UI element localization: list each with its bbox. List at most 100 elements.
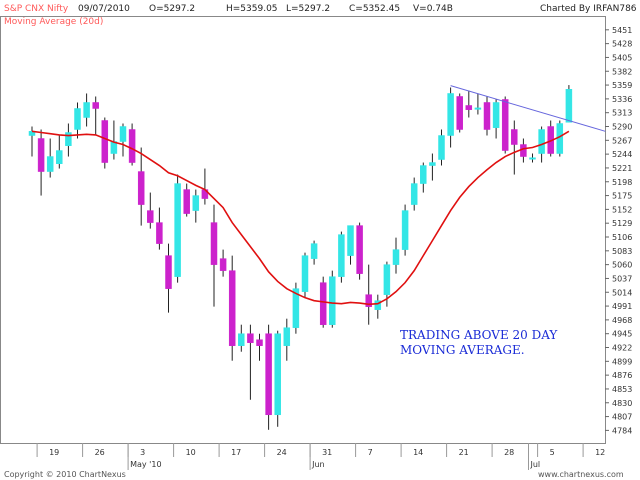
candle-up: [28, 131, 36, 136]
y-tick-label: 5451: [612, 26, 632, 35]
y-tick-label: 5106: [612, 233, 632, 242]
y-tick-label: 4853: [612, 385, 632, 394]
copyright-text: Copyright © 2010 ChartNexus: [4, 470, 126, 479]
candle-up: [274, 333, 281, 416]
x-axis: 19 26 3 10 17 24 31 7 14 21 28 5 12 May '10 Jun Jul: [36, 443, 605, 470]
y-tick-label: 5359: [612, 81, 632, 90]
ma-legend-label: Moving Average (20d): [4, 17, 103, 27]
moving-average: [31, 130, 570, 306]
y-tick-label: 4830: [612, 399, 632, 408]
x-tick-label: 7: [368, 448, 373, 457]
month-label: May '10: [130, 460, 161, 469]
x-tick-label: 5: [550, 448, 555, 457]
candle-down: [520, 144, 527, 157]
trendline: [450, 85, 606, 132]
candle-down: [483, 102, 491, 130]
date-label: 09/07/2010: [78, 4, 130, 14]
y-tick-label: 4899: [612, 357, 632, 366]
candle-down: [456, 96, 463, 130]
y-tick-label: 5060: [612, 261, 632, 270]
month-label: Jun: [311, 460, 325, 469]
x-tick-label: 10: [186, 448, 196, 457]
symbol-label: S&P CNX Nifty: [4, 4, 69, 14]
candle-down: [356, 225, 363, 274]
y-tick-label: 5037: [612, 274, 632, 283]
candle-down: [501, 99, 509, 151]
x-tick-label: 31: [322, 448, 332, 457]
plot-frame: [0, 16, 606, 444]
candle-down: [219, 258, 227, 271]
candle-up: [283, 327, 291, 346]
y-tick-label: 4922: [612, 344, 632, 353]
y-tick-label: 5152: [612, 205, 632, 214]
y-tick-label: 4784: [612, 426, 632, 435]
candle-up: [374, 300, 382, 310]
candle-up: [438, 135, 445, 160]
candle-up: [538, 129, 545, 154]
candle-up: [401, 210, 409, 250]
y-tick-label: 5198: [612, 178, 632, 187]
close-label: C=5352.45: [349, 4, 400, 14]
candle-down: [165, 255, 172, 289]
x-tick-label: 19: [49, 448, 59, 457]
candle-up: [347, 225, 354, 256]
candle-down: [210, 222, 218, 265]
candle-down: [319, 282, 327, 325]
candle-up: [238, 333, 245, 346]
y-tick-label: 4968: [612, 316, 632, 325]
y-tick-label: 5405: [612, 53, 632, 62]
candle-down: [137, 171, 145, 205]
charted-by-label: Charted By IRFAN786: [540, 4, 637, 14]
x-tick-label: 14: [413, 448, 423, 457]
y-tick-label: 5175: [612, 192, 632, 201]
ma-line: [31, 130, 570, 306]
y-axis: 5451 5428 5405 5382 5359 5336 5313 5290 5267 5244…: [605, 26, 632, 435]
candle-down: [256, 339, 263, 346]
candle-up: [192, 195, 200, 211]
y-tick-label: 5014: [612, 288, 632, 297]
candle-down: [92, 102, 99, 109]
candle-up: [65, 132, 72, 146]
candle-down: [511, 129, 518, 145]
candle-up: [565, 89, 573, 123]
candle-up: [492, 102, 500, 128]
candle-up: [119, 126, 127, 142]
candle-up: [301, 255, 309, 292]
candle-down: [465, 105, 473, 110]
open-label: O=5297.2: [149, 4, 195, 14]
low-label: L=5297.2: [286, 4, 330, 14]
x-tick-label: 28: [504, 448, 514, 457]
candle-up: [338, 234, 345, 277]
high-label: H=5359.05: [226, 4, 278, 14]
candle-up: [46, 156, 54, 172]
y-tick-label: 4945: [612, 330, 632, 339]
x-tick-label: 24: [277, 448, 287, 457]
candle-down: [183, 189, 190, 214]
candle-up: [83, 102, 90, 118]
x-tick-label: 3: [140, 448, 145, 457]
volume-label: V=0.74B: [413, 4, 453, 14]
candle-down: [247, 333, 254, 343]
candle-down: [156, 222, 163, 244]
candle-up: [410, 183, 418, 205]
y-tick-label: 5428: [612, 40, 632, 49]
candle-down: [365, 294, 372, 307]
y-tick-label: 5129: [612, 219, 632, 228]
candle-down: [101, 120, 109, 163]
candle-up: [447, 93, 454, 136]
site-text: www.chartnexus.com: [538, 470, 624, 479]
y-tick-label: 5336: [612, 95, 632, 104]
y-tick-label: 4807: [612, 413, 632, 422]
annotation-line-1: TRADING ABOVE 20 DAY: [400, 328, 558, 342]
candle-up: [56, 150, 63, 164]
x-tick-label: 12: [595, 448, 605, 457]
candle-up: [329, 276, 336, 325]
y-tick-label: 5083: [612, 247, 632, 256]
candle-down: [147, 210, 154, 223]
x-tick-label: 26: [95, 448, 105, 457]
x-tick-label: 21: [459, 448, 469, 457]
candle-up: [474, 107, 482, 110]
y-tick-label: 4991: [612, 302, 632, 311]
